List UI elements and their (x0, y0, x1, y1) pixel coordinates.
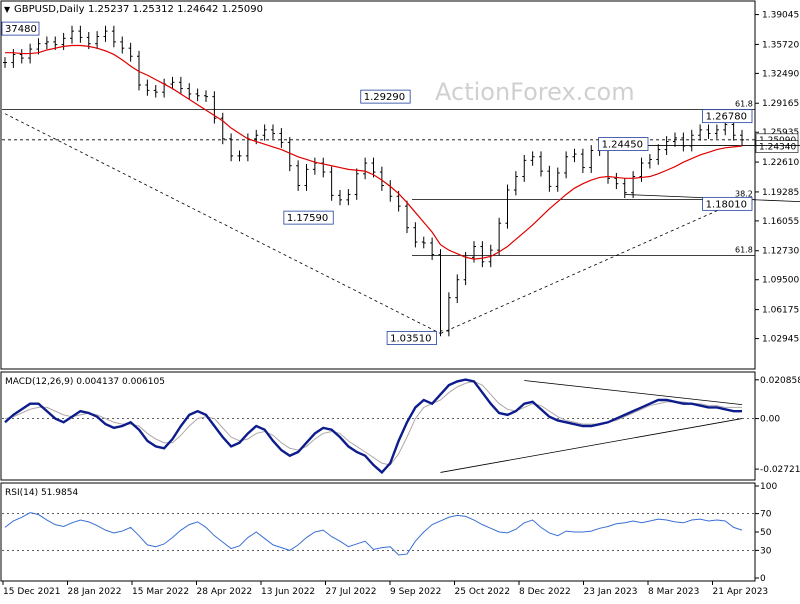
price-tick-label: 1.39045 (762, 11, 799, 21)
rsi-axis: 100 70 50 30 0 (2, 482, 777, 584)
x-tick-label: 15 Dec 2021 (3, 587, 61, 597)
x-tick-label: 25 Oct 2022 (455, 587, 511, 597)
x-tick-label: 13 Jun 2022 (261, 587, 315, 597)
price-tick-label: 1.29165 (762, 99, 799, 109)
x-tick-label: 8 Mar 2023 (648, 587, 699, 597)
price-annotation-box (702, 196, 753, 211)
macd-lower-trendline (440, 418, 743, 473)
price-annotation-box (702, 109, 753, 124)
rsi-tick-label: 0 (760, 574, 766, 584)
price-annotation-box (1, 21, 40, 36)
current-price-tag (755, 140, 799, 153)
price-tick-label: 1.35720 (762, 40, 799, 50)
price-annotation-box (360, 89, 411, 104)
chart-symbol: GBPUSD,Daily (14, 4, 85, 15)
price-tick-label: 1.12730 (762, 247, 799, 257)
x-tick-label: 28 Apr 2022 (197, 587, 253, 597)
macd-tick-label: 0.020858 (760, 376, 800, 386)
fib-level-label: 38.2 (735, 190, 753, 199)
price-axis: 1.39045 1.35720 1.32490 1.29165 1.25935 1.226… (755, 11, 799, 345)
rsi-title: RSI(14) 51.9854 (5, 488, 78, 498)
rsi-tick-label: 70 (760, 510, 772, 520)
x-tick-label: 27 Jul 2022 (326, 587, 377, 597)
x-tick-label: 8 Dec 2022 (519, 587, 571, 597)
price-tick-label: 1.02945 (762, 335, 799, 345)
rsi-tick-label: 100 (760, 482, 777, 492)
macd-line (4, 378, 742, 475)
price-tick-label: 1.06175 (762, 306, 799, 316)
x-tick-label: 9 Sep 2022 (390, 587, 441, 597)
price-annotation-label: 1.18010 (706, 199, 747, 210)
rsi-series (4, 512, 743, 556)
macd-title: MACD(12,26,9) 0.004137 0.006105 (5, 377, 165, 387)
rsi-tick-label: 50 (760, 528, 772, 538)
price-annotation-label: 1.17590 (287, 213, 328, 224)
rsi-pane-frame (0, 482, 756, 582)
moving-average-line (5, 44, 743, 260)
price-annotation-box (598, 137, 649, 151)
fib-level-label: 61.8 (735, 100, 753, 109)
macd-axis: 0.020858 0.00 -0.027213 (2, 376, 800, 475)
chart-ohlc: 1.25237 1.25312 1.24642 1.25090 (88, 4, 263, 15)
price-annotation-label: 37480 (5, 24, 37, 35)
x-tick-label: 21 Apr 2023 (713, 587, 769, 597)
price-annotation-label: 1.26780 (706, 112, 747, 123)
price-tick-label: 1.22610 (762, 158, 799, 168)
price-tick-label: 1.25935 (762, 128, 799, 138)
price-pane-frame (0, 0, 756, 370)
x-tick-label: 28 Jan 2022 (68, 587, 122, 597)
price-annotations: 37480 1.29290 1.17590 1.03510 1.24450 1.18010… (1, 21, 753, 345)
price-tick-label: 1.16055 (762, 217, 799, 227)
watermark: ActionForex.com (435, 78, 635, 106)
macd-pane-frame (0, 371, 756, 481)
x-tick-label: 23 Jan 2023 (584, 587, 638, 597)
x-tick-label: 15 Mar 2022 (132, 587, 189, 597)
price-annotation-box (283, 210, 334, 225)
price-tick-label: 1.19285 (762, 188, 799, 198)
macd-tick-label: 0.00 (760, 415, 780, 425)
price-annotation-label: 1.03510 (390, 333, 431, 344)
price-tick-label: 1.32490 (762, 69, 799, 79)
collapse-arrow-icon[interactable]: ▼ (4, 5, 11, 14)
price-annotation-label: 1.29290 (364, 92, 405, 103)
x-axis: 15 Dec 2021 28 Jan 2022 15 Mar 2022 28 Apr … (2, 581, 769, 597)
current-price-label: 1.24340 (759, 143, 796, 153)
fib-level-label: 61.8 (735, 246, 753, 255)
macd-upper-trendline (524, 380, 743, 406)
rsi-line (4, 512, 743, 556)
price-annotation-label: 1.24450 (602, 140, 643, 151)
rsi-tick-label: 30 (760, 546, 772, 556)
price-tick-label: 1.09500 (762, 276, 799, 286)
price-annotation-box (386, 331, 437, 345)
macd-series (4, 378, 743, 475)
macd-tick-label: -0.027213 (760, 465, 800, 475)
price-series (3, 25, 744, 337)
